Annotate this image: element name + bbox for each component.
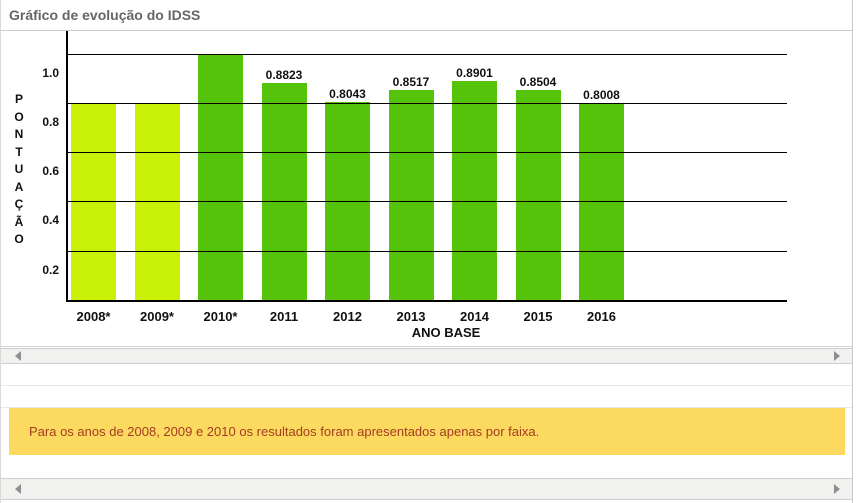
bar-value-2015: 0.8504 <box>519 75 557 90</box>
bar-2013[interactable] <box>388 90 434 300</box>
y-tick-label: 0.2 <box>42 262 59 277</box>
x-tick-2011: 2011 <box>269 309 299 324</box>
bar-value-2013: 0.8517 <box>392 75 430 90</box>
page-title: Gráfico de evolução do IDSS <box>9 7 201 23</box>
faixa-notice-text: Para os anos de 2008, 2009 e 2010 os res… <box>29 424 540 439</box>
chart-horizontal-scrollbar[interactable] <box>1 348 852 364</box>
x-axis-line <box>66 300 787 302</box>
x-tick-2016: 2016 <box>587 309 616 324</box>
y-tick-label: 0.6 <box>42 164 59 179</box>
gridline <box>66 53 787 55</box>
y-tick-label: 0.8 <box>42 114 59 129</box>
x-tick-2015: 2015 <box>523 309 553 324</box>
scroll-left-icon[interactable] <box>15 484 21 494</box>
scroll-left-icon[interactable] <box>15 351 21 361</box>
y-tick-label: 1.0 <box>42 65 59 80</box>
bar-value-2016: 0.8008 <box>583 87 620 102</box>
faixa-notice: Para os anos de 2008, 2009 e 2010 os res… <box>9 408 845 455</box>
page-horizontal-scrollbar[interactable] <box>1 478 852 500</box>
x-tick-2008: 2008* <box>76 309 111 324</box>
bar-value-2012: 0.8043 <box>329 86 366 101</box>
y-axis-line <box>66 31 68 302</box>
gridline <box>66 102 787 104</box>
x-tick-2010: 2010* <box>203 309 238 324</box>
gridline <box>66 152 787 154</box>
plot-area: 0.8823 0.8043 0.8517 0.8901 0.8504 0.8008 <box>66 31 787 302</box>
empty-row <box>1 364 852 386</box>
x-tick-2014: 2014 <box>460 309 489 324</box>
gridline <box>66 250 787 252</box>
x-tick-2012: 2012 <box>333 309 362 324</box>
x-axis-title: ANO BASE <box>411 325 481 340</box>
bar-value-2014: 0.8901 <box>456 65 493 80</box>
y-tick-label: 0.4 <box>42 213 59 228</box>
bar-2014[interactable] <box>452 80 497 300</box>
scroll-right-icon[interactable] <box>834 484 840 494</box>
empty-row <box>1 386 852 408</box>
bar-value-2011: 0.8823 <box>265 67 303 82</box>
bar-2016[interactable] <box>579 102 624 300</box>
x-tick-2013: 2013 <box>396 309 426 324</box>
bar-2015[interactable] <box>515 90 561 300</box>
bar-2011[interactable] <box>261 82 307 300</box>
gridline <box>66 201 787 203</box>
scroll-right-icon[interactable] <box>834 351 840 361</box>
x-tick-2009: 2009* <box>140 309 174 324</box>
bar-2010[interactable] <box>198 53 243 300</box>
header: Gráfico de evolução do IDSS <box>1 0 852 31</box>
bar-2012[interactable] <box>325 101 370 300</box>
